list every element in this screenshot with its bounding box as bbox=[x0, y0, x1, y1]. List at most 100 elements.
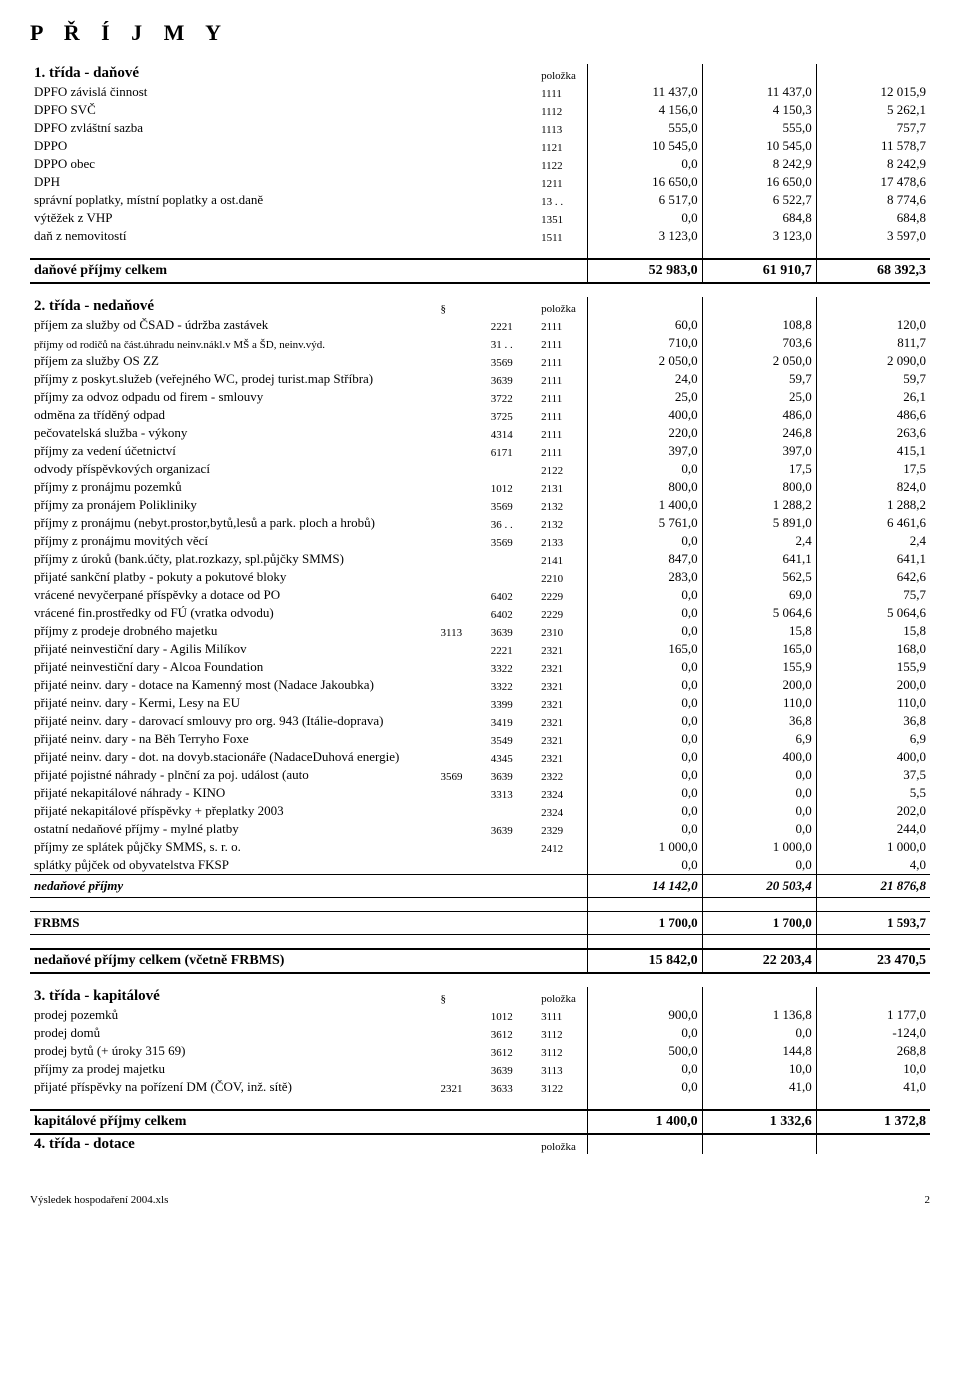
table-row: přijaté sankční platby - pokuty a pokuto… bbox=[30, 568, 930, 586]
table-row: příjmy za odvoz odpadu od firem - smlouv… bbox=[30, 388, 930, 406]
row-item: 2210 bbox=[537, 568, 588, 586]
row-item: 3111 bbox=[537, 1006, 588, 1024]
row-para: 3113 bbox=[437, 622, 487, 640]
row-v2: 16 650,0 bbox=[702, 173, 816, 191]
row-v3: 4,0 bbox=[816, 856, 930, 875]
row-v3: 8 774,6 bbox=[816, 191, 930, 209]
row-label: pečovatelská služba - výkony bbox=[30, 424, 437, 442]
row-para bbox=[437, 209, 487, 227]
row-grp bbox=[487, 838, 537, 856]
table-row: přijaté neinv. dary - Kermi, Lesy na EU3… bbox=[30, 694, 930, 712]
row-grp: 6171 bbox=[487, 442, 537, 460]
row-v1: 16 650,0 bbox=[588, 173, 702, 191]
table-row: přijaté nekapitálové příspěvky + přeplat… bbox=[30, 802, 930, 820]
row-v2: 11 437,0 bbox=[702, 83, 816, 101]
row-v1: 0,0 bbox=[588, 676, 702, 694]
row-v3: 36,8 bbox=[816, 712, 930, 730]
table-row: prodej domů361231120,00,0-124,0 bbox=[30, 1024, 930, 1042]
row-v2: 41,0 bbox=[702, 1078, 816, 1096]
row-label: příjem za služby od ČSAD - údržba zastáv… bbox=[30, 316, 437, 334]
row-grp: 3639 bbox=[487, 1060, 537, 1078]
row-v3: 10,0 bbox=[816, 1060, 930, 1078]
row-label: příjmy ze splátek půjčky SMMS, s. r. o. bbox=[30, 838, 437, 856]
row-grp: 6402 bbox=[487, 604, 537, 622]
row-item: 3112 bbox=[537, 1024, 588, 1042]
row-grp bbox=[487, 550, 537, 568]
row-grp: 3549 bbox=[487, 730, 537, 748]
row-v3: 8 242,9 bbox=[816, 155, 930, 173]
row-v1: 800,0 bbox=[588, 478, 702, 496]
row-label: přijaté pojistné náhrady - plnční za poj… bbox=[30, 766, 437, 784]
row-v1: 3 123,0 bbox=[588, 227, 702, 245]
table-row: příjmy z prodeje drobného majetku3113363… bbox=[30, 622, 930, 640]
row-grp bbox=[487, 101, 537, 119]
row-v2: 69,0 bbox=[702, 586, 816, 604]
row-v2: 3 123,0 bbox=[702, 227, 816, 245]
polozka-label: položka bbox=[537, 64, 588, 83]
row-item: 2229 bbox=[537, 604, 588, 622]
row-para bbox=[437, 1060, 487, 1078]
row-v1: 0,0 bbox=[588, 604, 702, 622]
row-para bbox=[437, 640, 487, 658]
row-grp: 3419 bbox=[487, 712, 537, 730]
row-v3: 15,8 bbox=[816, 622, 930, 640]
row-para bbox=[437, 604, 487, 622]
row-label: přijaté neinv. dary - dotace na Kamenný … bbox=[30, 676, 437, 694]
polozka-label-3: položka bbox=[537, 987, 588, 1006]
row-grp bbox=[487, 119, 537, 137]
row-v1: 165,0 bbox=[588, 640, 702, 658]
row-v1: 24,0 bbox=[588, 370, 702, 388]
section1-header: 1. třída - daňové bbox=[34, 65, 139, 81]
row-v3: 41,0 bbox=[816, 1078, 930, 1096]
row-v1: 0,0 bbox=[588, 1024, 702, 1042]
row-v2: 59,7 bbox=[702, 370, 816, 388]
table-row: DPPO112110 545,010 545,011 578,7 bbox=[30, 137, 930, 155]
s2-subtotal-label: nedaňové příjmy bbox=[30, 875, 588, 898]
row-item: 1211 bbox=[537, 173, 588, 191]
row-v1: 0,0 bbox=[588, 802, 702, 820]
row-para bbox=[437, 856, 487, 875]
row-v2: 397,0 bbox=[702, 442, 816, 460]
row-grp: 3322 bbox=[487, 658, 537, 676]
row-label: splátky půjček od obyvatelstva FKSP bbox=[30, 856, 437, 875]
row-item: 2111 bbox=[537, 442, 588, 460]
row-v2: 15,8 bbox=[702, 622, 816, 640]
table-row: přijaté neinvestiční dary - Agilis Milík… bbox=[30, 640, 930, 658]
row-v3: 1 000,0 bbox=[816, 838, 930, 856]
row-item: 2229 bbox=[537, 586, 588, 604]
row-v3: 17,5 bbox=[816, 460, 930, 478]
row-v2: 10,0 bbox=[702, 1060, 816, 1078]
table-row: vrácené fin.prostředky od FÚ (vratka odv… bbox=[30, 604, 930, 622]
row-v3: 1 288,2 bbox=[816, 496, 930, 514]
row-v2: 155,9 bbox=[702, 658, 816, 676]
row-grp bbox=[487, 856, 537, 875]
frbms-v2: 1 700,0 bbox=[702, 912, 816, 935]
row-label: výtěžek z VHP bbox=[30, 209, 437, 227]
row-para bbox=[437, 658, 487, 676]
row-v2: 6 522,7 bbox=[702, 191, 816, 209]
row-para bbox=[437, 550, 487, 568]
footer: Výsledek hospodaření 2004.xls 2 bbox=[30, 1194, 930, 1206]
row-v3: 2 090,0 bbox=[816, 352, 930, 370]
row-grp: 3633 bbox=[487, 1078, 537, 1096]
row-grp: 3612 bbox=[487, 1042, 537, 1060]
row-para bbox=[437, 730, 487, 748]
row-para: 2321 bbox=[437, 1078, 487, 1096]
row-v2: 10 545,0 bbox=[702, 137, 816, 155]
row-label: přijaté nekapitálové příspěvky + přeplat… bbox=[30, 802, 437, 820]
row-para bbox=[437, 191, 487, 209]
row-grp bbox=[487, 568, 537, 586]
s3-total-v3: 1 372,8 bbox=[816, 1110, 930, 1134]
row-v1: 2 050,0 bbox=[588, 352, 702, 370]
row-item: 2111 bbox=[537, 388, 588, 406]
table-row: pečovatelská služba - výkony43142111220,… bbox=[30, 424, 930, 442]
row-v3: 17 478,6 bbox=[816, 173, 930, 191]
row-v1: 0,0 bbox=[588, 856, 702, 875]
row-v3: 415,1 bbox=[816, 442, 930, 460]
row-para bbox=[437, 316, 487, 334]
row-v2: 0,0 bbox=[702, 766, 816, 784]
s1-total-v1: 52 983,0 bbox=[588, 259, 702, 283]
row-label: vrácené fin.prostředky od FÚ (vratka odv… bbox=[30, 604, 437, 622]
row-v3: 120,0 bbox=[816, 316, 930, 334]
row-grp: 3639 bbox=[487, 622, 537, 640]
